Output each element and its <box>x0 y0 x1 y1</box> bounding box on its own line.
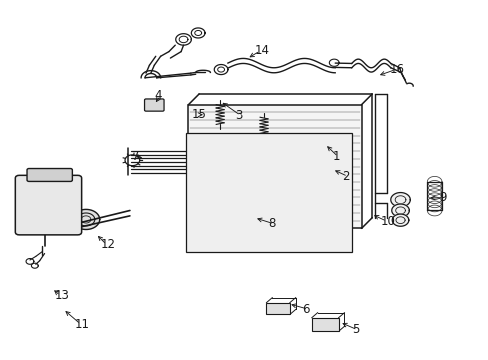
Text: 12: 12 <box>101 238 116 251</box>
Text: 16: 16 <box>389 63 404 76</box>
Text: 2: 2 <box>341 170 349 183</box>
Text: 5: 5 <box>351 323 358 336</box>
Polygon shape <box>188 105 361 228</box>
Text: 10: 10 <box>380 215 395 228</box>
Text: 8: 8 <box>267 217 275 230</box>
Text: 1: 1 <box>331 150 339 163</box>
Polygon shape <box>391 204 408 217</box>
FancyBboxPatch shape <box>27 168 72 181</box>
Polygon shape <box>185 134 351 252</box>
Text: 13: 13 <box>54 289 69 302</box>
FancyBboxPatch shape <box>15 175 81 235</box>
Text: 15: 15 <box>191 108 206 121</box>
Polygon shape <box>72 210 100 229</box>
Text: 11: 11 <box>75 318 90 331</box>
Text: 3: 3 <box>234 109 242 122</box>
Polygon shape <box>266 303 289 315</box>
Text: 14: 14 <box>254 44 269 57</box>
Text: 6: 6 <box>302 303 309 316</box>
Text: 7: 7 <box>132 150 140 163</box>
Polygon shape <box>391 214 408 226</box>
FancyBboxPatch shape <box>144 99 163 111</box>
Text: 4: 4 <box>154 89 162 102</box>
Polygon shape <box>390 193 409 207</box>
Polygon shape <box>311 318 338 331</box>
Text: 9: 9 <box>439 192 446 204</box>
